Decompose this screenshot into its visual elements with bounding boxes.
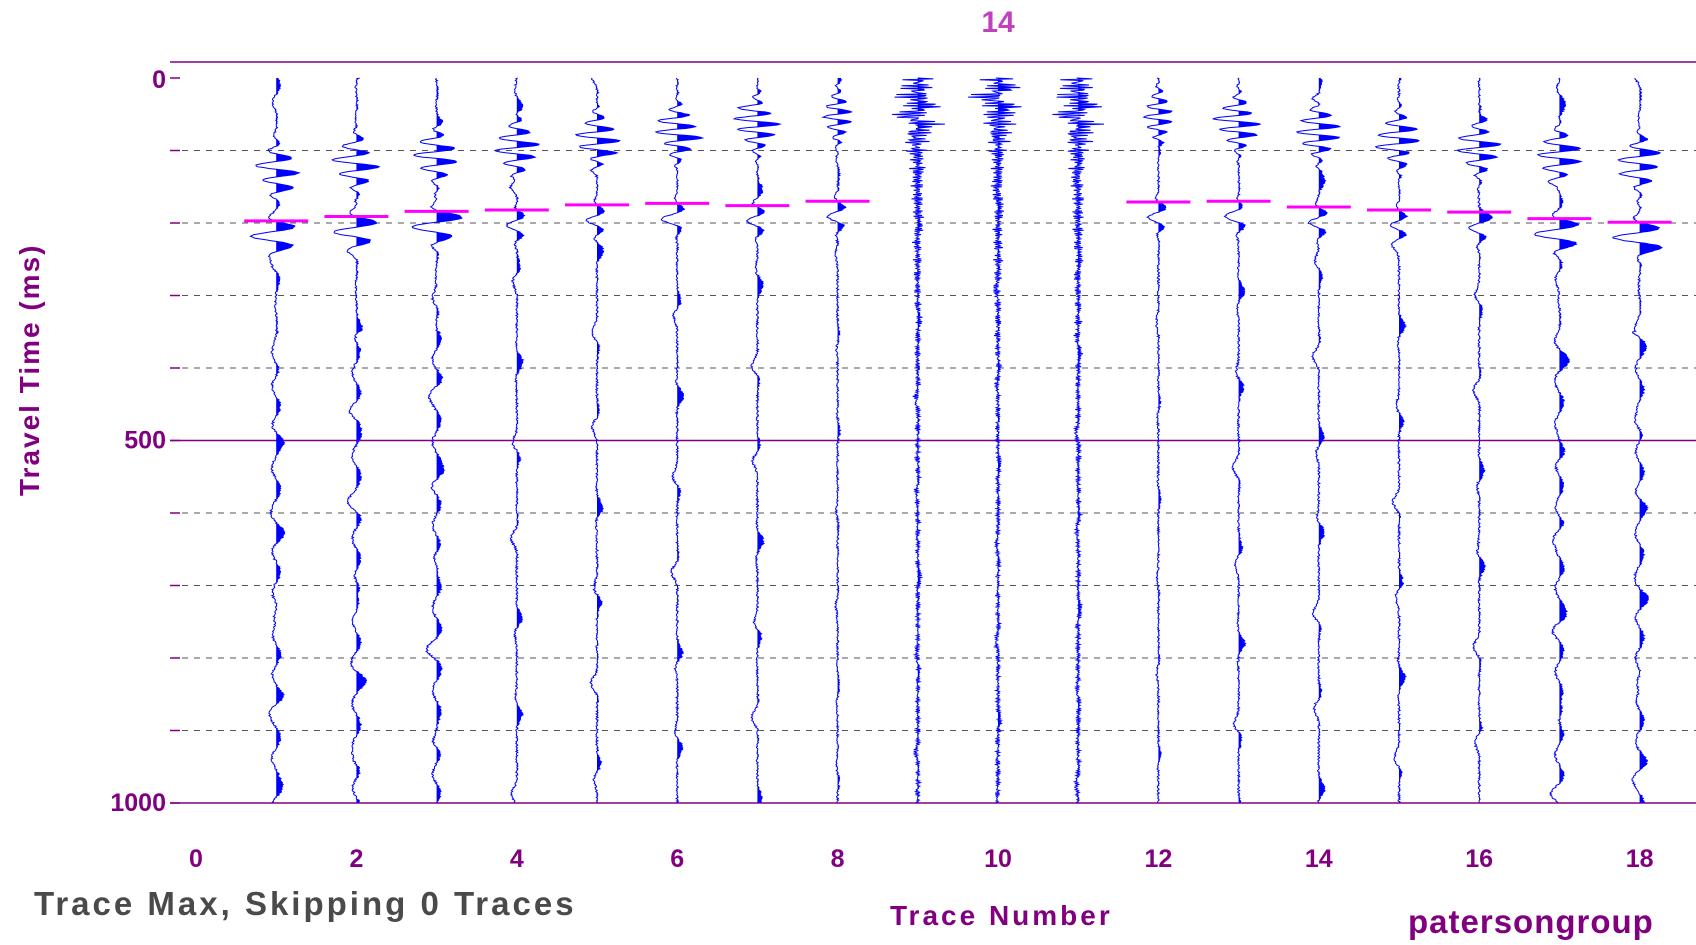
x-tick-label: 18: [1626, 845, 1654, 873]
trace-15: [1374, 77, 1420, 803]
trace-line: [1052, 77, 1105, 804]
trace-8: [821, 77, 853, 803]
trace-line: [1456, 77, 1502, 803]
trace-line: [1534, 77, 1583, 804]
trace-line: [574, 77, 621, 803]
trace-16: [1456, 77, 1502, 803]
trace-5: [574, 77, 621, 803]
axes: [170, 61, 1696, 804]
trace-line: [732, 77, 782, 803]
trace-2: [331, 77, 381, 804]
x-axis-label: Trace Number: [890, 900, 1113, 931]
x-tick-label: 16: [1465, 845, 1493, 873]
trace-3: [411, 78, 463, 804]
trace-9: [892, 77, 945, 804]
trace-4: [494, 77, 540, 803]
x-tick-label: 2: [349, 845, 363, 873]
x-tick-label: 4: [510, 845, 524, 873]
trace-1: [249, 77, 301, 804]
trace-line: [968, 77, 1022, 804]
trace-line: [654, 77, 705, 804]
trace-line: [1142, 77, 1173, 803]
trace-line: [331, 77, 381, 804]
trace-14: [1295, 77, 1342, 803]
x-tick-label: 8: [831, 845, 845, 873]
trace-fill: [1639, 78, 1662, 803]
trace-line: [821, 77, 853, 803]
tick-labels: 0 500 1000 0 2 4 6 8 10 12 14 16 18: [110, 66, 1653, 873]
trace-6: [654, 77, 705, 804]
trace-18: [1612, 77, 1663, 803]
first-break-picks: [244, 199, 1672, 224]
seismic-traces: [249, 77, 1663, 804]
trace-7: [732, 77, 782, 803]
trace-line: [1212, 77, 1261, 804]
x-tick-label: 12: [1144, 845, 1172, 873]
chart-title: 14: [981, 6, 1015, 39]
y-axis-label: Travel Time (ms): [14, 243, 45, 496]
grid-lines: [170, 150, 1696, 731]
trace-fill: [276, 78, 300, 803]
trace-fill: [677, 78, 703, 803]
trace-line: [1612, 77, 1663, 803]
x-tick-label: 0: [189, 845, 203, 873]
x-tick-label: 6: [670, 845, 684, 873]
trace-line: [249, 77, 301, 804]
x-tick-label: 14: [1305, 845, 1333, 873]
trace-line: [1295, 77, 1342, 803]
y-tick-label: 500: [124, 427, 166, 455]
trace-17: [1534, 77, 1583, 804]
trace-scaling-note: Trace Max, Skipping 0 Traces: [34, 885, 577, 922]
y-tick-label: 1000: [110, 789, 166, 817]
trace-fill: [597, 78, 620, 803]
trace-line: [1374, 77, 1420, 803]
trace-line: [892, 77, 945, 804]
trace-10: [968, 77, 1022, 804]
trace-fill: [436, 78, 462, 803]
trace-12: [1142, 77, 1173, 803]
trace-line: [494, 77, 540, 803]
x-tick-label: 10: [984, 845, 1012, 873]
trace-11: [1052, 77, 1105, 804]
trace-line: [411, 78, 463, 804]
y-tick-label: 0: [152, 66, 166, 94]
brand-logo-text: patersongroup: [1408, 903, 1654, 940]
trace-13: [1212, 77, 1261, 804]
